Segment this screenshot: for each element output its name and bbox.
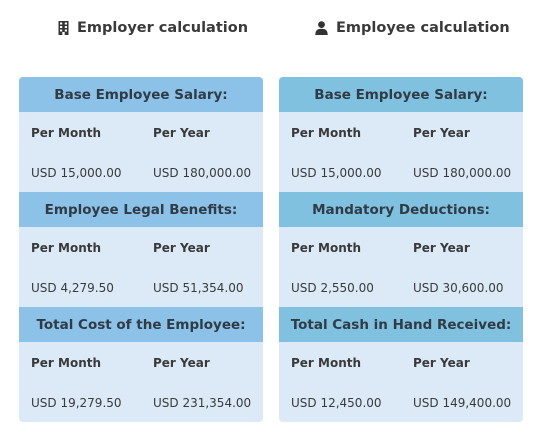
employee-mandatory-deductions-section: Mandatory Deductions: Per Month Per Year… — [279, 192, 523, 307]
per-year-label: Per Year — [153, 126, 210, 140]
per-year-value: USD 180,000.00 — [413, 166, 512, 180]
per-month-value: USD 15,000.00 — [291, 166, 382, 180]
per-month-value: USD 4,279.50 — [31, 281, 114, 295]
per-year-label: Per Year — [413, 126, 470, 140]
employee-base-salary-section: Base Employee Salary: Per Month Per Year… — [279, 77, 523, 192]
employer-total-cost-section: Total Cost of the Employee: Per Month Pe… — [19, 307, 263, 422]
per-year-value: USD 51,354.00 — [153, 281, 244, 295]
per-month-value: USD 15,000.00 — [31, 166, 122, 180]
per-year-value: USD 180,000.00 — [153, 166, 252, 180]
employee-calculation-label: Employee calculation — [336, 20, 510, 36]
per-year-label: Per Year — [153, 241, 210, 255]
per-month-value: USD 2,550.00 — [291, 281, 374, 295]
per-year-label: Per Year — [153, 356, 210, 370]
section-header: Total Cost of the Employee: — [19, 307, 263, 342]
per-month-value: USD 12,450.00 — [291, 396, 382, 410]
section-header: Base Employee Salary: — [19, 77, 263, 112]
employee-calculation-title: Employee calculation — [315, 18, 510, 38]
per-year-label: Per Year — [413, 241, 470, 255]
employee-cash-in-hand-section: Total Cash in Hand Received: Per Month P… — [279, 307, 523, 422]
per-month-label: Per Month — [291, 126, 362, 140]
section-header: Employee Legal Benefits: — [19, 192, 263, 227]
per-year-value: USD 149,400.00 — [413, 396, 512, 410]
per-year-value: USD 231,354.00 — [153, 396, 252, 410]
per-year-value: USD 30,600.00 — [413, 281, 504, 295]
employee-calculation-card: Base Employee Salary: Per Month Per Year… — [279, 77, 523, 422]
section-header: Mandatory Deductions: — [279, 192, 523, 227]
employer-calculation-title: Employer calculation — [58, 18, 248, 38]
per-month-label: Per Month — [31, 241, 102, 255]
user-icon — [315, 21, 328, 35]
employer-calculation-label: Employer calculation — [77, 20, 249, 36]
per-month-label: Per Month — [31, 356, 102, 370]
employer-legal-benefits-section: Employee Legal Benefits: Per Month Per Y… — [19, 192, 263, 307]
per-month-label: Per Month — [291, 241, 362, 255]
per-month-label: Per Month — [31, 126, 102, 140]
per-month-value: USD 19,279.50 — [31, 396, 122, 410]
employer-calculation-card: Base Employee Salary: Per Month Per Year… — [19, 77, 263, 422]
employer-base-salary-section: Base Employee Salary: Per Month Per Year… — [19, 77, 263, 192]
section-header: Total Cash in Hand Received: — [279, 307, 523, 342]
section-header: Base Employee Salary: — [279, 77, 523, 112]
per-month-label: Per Month — [291, 356, 362, 370]
per-year-label: Per Year — [413, 356, 470, 370]
building-icon — [58, 21, 69, 35]
